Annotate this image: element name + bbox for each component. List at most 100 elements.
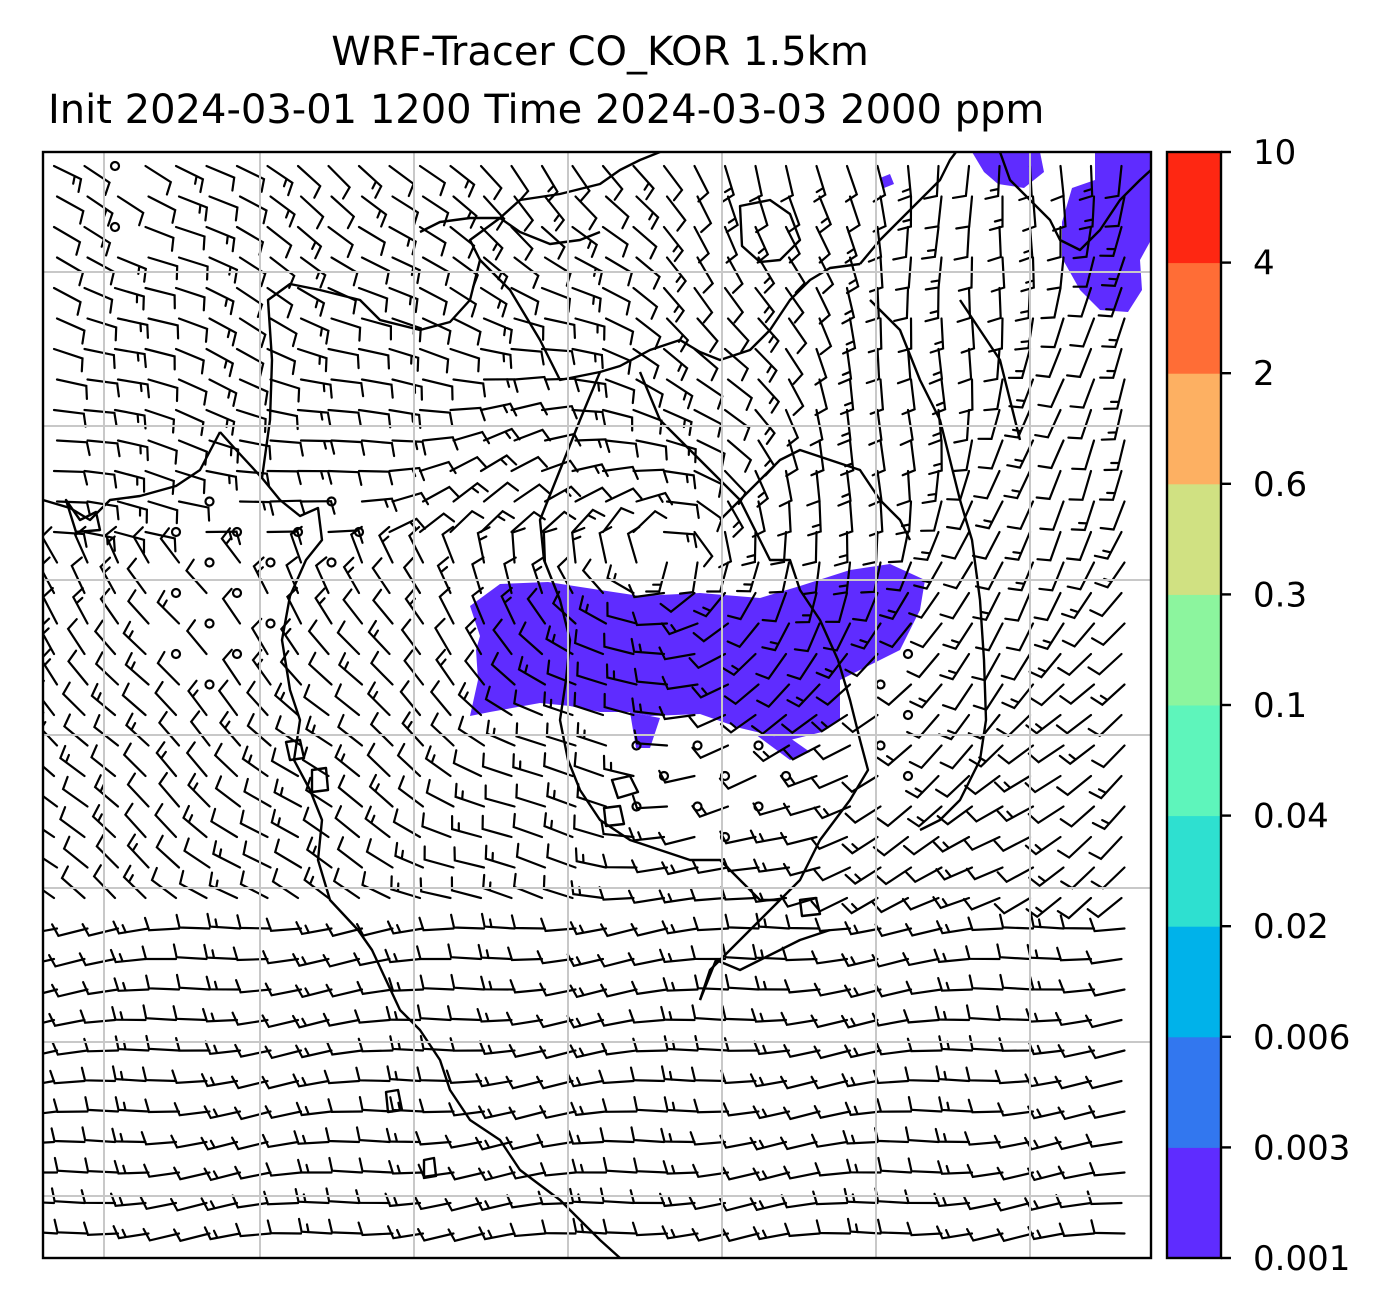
wind-barb	[543, 195, 566, 232]
wind-barb	[444, 1134, 483, 1149]
wind-barb	[510, 286, 540, 316]
wind-barb	[665, 500, 700, 519]
wind-barb	[1059, 914, 1096, 930]
wind-barb	[265, 1162, 303, 1177]
wind-barb	[221, 587, 242, 625]
wind-barb	[869, 256, 884, 293]
wind-barb	[396, 742, 422, 778]
wind-barb	[342, 556, 361, 595]
wind-barb	[48, 1012, 86, 1027]
wind-barb	[815, 652, 849, 680]
wind-barb	[238, 439, 272, 461]
wind-barb	[116, 317, 149, 339]
wind-barb	[1058, 1222, 1096, 1238]
wind-barb	[510, 225, 534, 261]
wind-barb	[511, 527, 526, 564]
wind-barb	[206, 912, 242, 930]
wind-barb	[205, 164, 236, 192]
wind-barb	[566, 1014, 605, 1029]
wind-barb	[231, 1075, 269, 1090]
wind-barb	[662, 225, 684, 263]
wind-barb	[1007, 347, 1032, 380]
wind-barb	[545, 722, 577, 747]
wind-barb	[457, 682, 483, 717]
wind-barb	[205, 347, 235, 378]
wind-barb	[1035, 347, 1062, 379]
wind-barb	[435, 648, 455, 686]
wind-barb	[939, 652, 971, 681]
wind-barb	[971, 530, 1001, 560]
wind-barb	[1101, 317, 1126, 349]
wind-barb	[1100, 408, 1123, 441]
wind-barb	[603, 632, 635, 656]
calm-marker	[692, 740, 703, 751]
wind-barb	[693, 225, 710, 264]
wind-barb	[360, 256, 391, 285]
wind-barb	[964, 774, 1001, 796]
wind-barb	[1058, 979, 1096, 994]
wind-barb	[988, 195, 1004, 231]
wind-barb	[913, 530, 940, 561]
wind-barb	[334, 683, 361, 717]
wind-barb	[144, 225, 175, 252]
wind-barb	[662, 347, 689, 382]
wind-barb	[662, 286, 685, 323]
wind-barb	[865, 347, 881, 385]
wind-barb	[1027, 805, 1065, 825]
wind-barb	[934, 1005, 971, 1022]
wind-barb	[391, 195, 420, 226]
wind-barb	[784, 979, 821, 994]
wind-barb	[480, 975, 516, 991]
wind-barb	[967, 916, 1004, 932]
wind-barb	[482, 317, 513, 344]
wind-barb	[1069, 378, 1096, 409]
wind-barb	[297, 1158, 333, 1174]
wind-barb	[327, 286, 358, 315]
wind-barb	[322, 954, 361, 968]
wind-barb	[601, 1098, 638, 1113]
wind-barb	[1027, 744, 1065, 764]
wind-barb	[200, 1073, 239, 1088]
wind-barb	[941, 683, 974, 711]
colorbar-tick-label-0: 0.001	[1253, 1239, 1350, 1279]
wind-barb	[896, 469, 912, 507]
wind-barb	[810, 1014, 849, 1029]
wind-barb	[539, 982, 577, 997]
wind-barb	[182, 804, 208, 839]
wind-barb	[477, 943, 513, 961]
wind-barb	[868, 500, 884, 537]
wind-barb	[777, 500, 792, 537]
wind-barb	[540, 459, 579, 473]
wind-barb	[935, 1065, 971, 1083]
wind-barb	[604, 317, 635, 346]
wind-barb	[332, 867, 361, 900]
wind-barb	[143, 1163, 181, 1178]
wind-barb	[546, 782, 577, 808]
wind-barb	[269, 317, 298, 348]
wind-barb	[479, 164, 503, 201]
wind-barb	[963, 1196, 1001, 1211]
wind-barb	[1029, 975, 1065, 991]
wind-barb	[694, 1035, 730, 1052]
wind-barb	[844, 866, 882, 885]
wind-barb	[723, 286, 745, 324]
wind-barb	[43, 556, 56, 595]
wind-barb	[297, 1217, 333, 1235]
wind-barb	[500, 586, 516, 625]
wind-barb	[51, 923, 89, 938]
wind-barb	[419, 1035, 455, 1052]
wind-barb	[43, 828, 56, 839]
wind-barb	[126, 772, 150, 808]
wind-barb	[273, 682, 300, 717]
wind-barb	[349, 525, 364, 564]
wind-barb	[833, 530, 849, 567]
wind-barb	[214, 775, 242, 808]
wind-barb	[336, 836, 364, 869]
wind-barb	[966, 805, 1004, 823]
wind-barb	[598, 886, 635, 901]
wind-barb	[360, 195, 388, 228]
wind-barb	[632, 509, 668, 534]
wind-barb	[838, 500, 854, 537]
wind-barb	[205, 469, 238, 491]
